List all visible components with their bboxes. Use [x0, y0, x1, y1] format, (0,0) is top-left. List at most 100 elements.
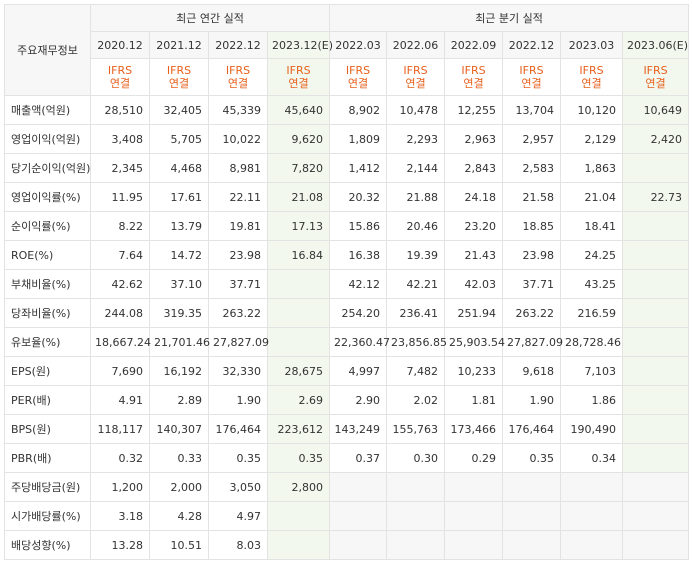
table-cell — [622, 211, 690, 241]
table-cell: 263.22 — [502, 298, 562, 328]
table-cell: 2,800 — [266, 472, 331, 502]
table-cell: 17.61 — [149, 182, 209, 212]
ifrs-label: IFRS — [345, 64, 371, 77]
table-cell: 0.29 — [444, 443, 504, 473]
table-cell: 13.79 — [149, 211, 209, 241]
row-label: 유보율(%) — [4, 327, 91, 357]
ifrs-badge: IFRS 연결 — [502, 58, 562, 96]
table-cell: 7,103 — [560, 356, 624, 386]
table-cell: 21.88 — [386, 182, 446, 212]
table-cell: 176,464 — [208, 414, 268, 444]
period-header: 2023.06(E) — [622, 31, 690, 59]
table-cell: 0.34 — [560, 443, 624, 473]
period-header: 2022.09 — [444, 31, 504, 59]
table-row: BPS(원) 118,117 140,307 176,464 223,612 143,24… — [4, 414, 690, 444]
row-label: PER(배) — [4, 385, 91, 415]
ifrs-badge: IFRS 연결 — [208, 58, 268, 96]
table-row: 순이익률(%) 8.22 13.79 19.81 17.13 15.86 20.46 23.2… — [4, 211, 690, 241]
row-label: 순이익률(%) — [4, 211, 91, 241]
table-cell: 1,412 — [329, 153, 388, 183]
ifrs-badge: IFRS 연결 — [386, 58, 446, 96]
quarter-group-header: 최근 분기 실적 — [329, 4, 690, 32]
table-cell: 0.33 — [149, 443, 209, 473]
ifrs-label: IFRS — [519, 64, 544, 77]
ifrs-badge: IFRS 연결 — [90, 58, 150, 96]
table-cell: 1,863 — [560, 153, 624, 183]
table-cell: 176,464 — [502, 414, 562, 444]
table-cell: 8,902 — [329, 95, 388, 125]
table-cell: 0.30 — [386, 443, 446, 473]
table-cell — [622, 240, 690, 270]
table-cell: 10,022 — [208, 124, 268, 154]
table-cell: 21.08 — [266, 182, 331, 212]
table-cell: 28,728.46 — [560, 327, 624, 357]
table-cell: 23.98 — [502, 240, 562, 270]
table-cell: 2,420 — [622, 124, 690, 154]
table-cell: 140,307 — [149, 414, 209, 444]
row-label: PBR(배) — [4, 443, 91, 473]
table-cell: 5,705 — [149, 124, 209, 154]
row-label: 배당성향(%) — [4, 530, 91, 560]
table-row: 주당배당금(원) 1,200 2,000 3,050 2,800 — [4, 472, 690, 502]
table-cell: 16.38 — [329, 240, 388, 270]
table-cell: 11.95 — [90, 182, 150, 212]
period-header: 2023.12(E) — [266, 31, 333, 59]
table-cell — [502, 472, 562, 502]
table-cell: 7,690 — [90, 356, 150, 386]
table-cell: 4.91 — [90, 385, 150, 415]
table-cell: 21.43 — [444, 240, 504, 270]
ifrs-badge: IFRS 연결 — [149, 58, 209, 96]
table-cell: 4.97 — [208, 501, 268, 531]
table-cell: 42.21 — [386, 269, 446, 299]
table-cell — [444, 472, 504, 502]
table-cell: 45,640 — [266, 95, 331, 125]
table-cell: 28,675 — [266, 356, 331, 386]
period-header: 2021.12 — [149, 31, 209, 59]
row-label: 부채비율(%) — [4, 269, 91, 299]
table-cell: 10,478 — [386, 95, 446, 125]
table-cell: 37.10 — [149, 269, 209, 299]
table-cell: 236.41 — [386, 298, 446, 328]
table-cell — [502, 530, 562, 560]
ifrs-badge: IFRS 연결 — [444, 58, 504, 96]
annual-group-header: 최근 연간 실적 — [89, 4, 331, 32]
table-cell: 2,843 — [444, 153, 504, 183]
table-cell: 42.03 — [444, 269, 504, 299]
ifrs-badge: IFRS 연결 — [266, 58, 331, 96]
table-cell: 2,144 — [386, 153, 446, 183]
table-cell: 21,701.46 — [149, 327, 210, 357]
table-cell: 12,255 — [444, 95, 504, 125]
table-cell: 42.62 — [90, 269, 150, 299]
table-cell: 1.90 — [208, 385, 268, 415]
table-cell: 27,827.09 — [502, 327, 563, 357]
table-row: ROE(%) 7.64 14.72 23.98 16.84 16.38 19.39 21.43… — [4, 240, 690, 270]
table-cell: 2,345 — [90, 153, 150, 183]
row-label: 주당배당금(원) — [4, 472, 91, 502]
table-cell — [622, 269, 690, 299]
table-cell — [622, 327, 690, 357]
table-cell — [329, 530, 388, 560]
table-cell: 2,293 — [386, 124, 446, 154]
table-cell: 190,490 — [560, 414, 624, 444]
row-label: 시가배당률(%) — [4, 501, 91, 531]
table-cell: 0.35 — [266, 443, 331, 473]
period-header: 2022.12 — [208, 31, 268, 59]
table-cell: 0.35 — [502, 443, 562, 473]
ifrs-badge: IFRS 연결 — [329, 58, 388, 96]
table-cell: 3,050 — [208, 472, 268, 502]
table-cell — [622, 530, 690, 560]
table-cell: 32,405 — [149, 95, 209, 125]
ifrs-label: IFRS — [643, 64, 668, 77]
table-cell: 2,957 — [502, 124, 562, 154]
period-header: 2022.06 — [386, 31, 446, 59]
table-cell: 21.04 — [560, 182, 624, 212]
ifrs-label: IFRS — [403, 64, 428, 77]
table-cell: 45,339 — [208, 95, 268, 125]
table-cell: 17.13 — [266, 211, 331, 241]
table-cell: 1.86 — [560, 385, 624, 415]
table-cell: 2.90 — [329, 385, 388, 415]
table-row: 배당성향(%) 13.28 10.51 8.03 — [4, 530, 690, 560]
table-cell: 216.59 — [560, 298, 624, 328]
row-label: 당기순이익(억원) — [4, 153, 91, 183]
table-row: EPS(원) 7,690 16,192 32,330 28,675 4,997 7,482 1… — [4, 356, 690, 386]
